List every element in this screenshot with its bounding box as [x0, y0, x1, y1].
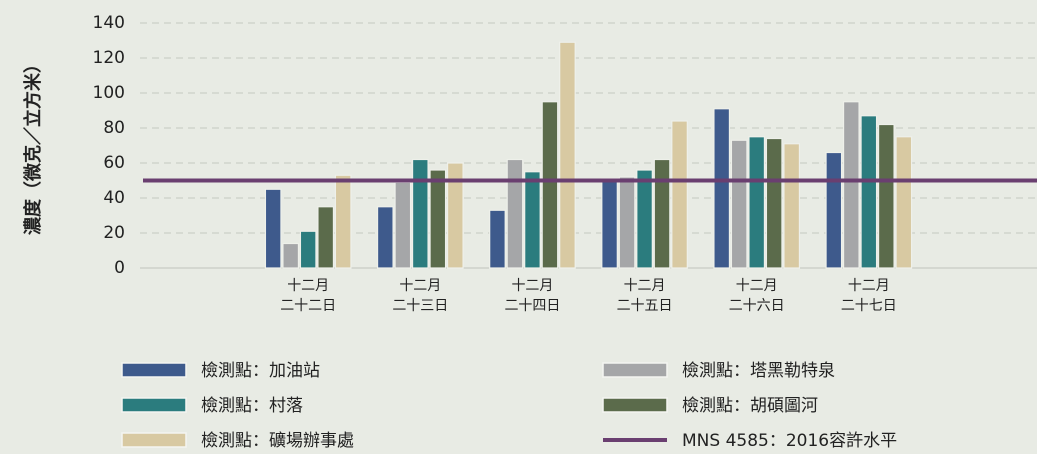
bar — [860, 115, 878, 269]
y-tick-label: 120 — [93, 48, 125, 68]
legend-swatch — [121, 432, 187, 448]
x-tick-label: 十二月二十三日 — [392, 278, 448, 314]
bar — [713, 108, 731, 269]
bar — [376, 206, 394, 269]
bar — [489, 209, 506, 269]
y-tick-label: 140 — [93, 13, 125, 33]
legend-swatch — [121, 362, 187, 378]
y-tick-label: 100 — [93, 83, 125, 103]
bar — [877, 123, 895, 269]
legend-label: 檢測點：加油站 — [201, 361, 320, 381]
bar — [730, 139, 748, 269]
legend-swatch — [602, 397, 668, 413]
bar — [411, 158, 429, 269]
bar — [559, 41, 576, 269]
bar — [618, 176, 636, 269]
legend-label: 檢測點：塔黑勒特泉 — [682, 361, 835, 381]
bar — [783, 143, 801, 269]
x-tick-label: 十二月二十五日 — [617, 278, 673, 314]
bar — [264, 188, 282, 269]
bar — [601, 178, 618, 269]
x-tick-label: 十二月二十六日 — [729, 278, 785, 314]
legend-label: MNS 4585：2016容許水平 — [682, 431, 897, 450]
y-tick-label: 40 — [103, 188, 125, 208]
x-tick-label: 十二月二十四日 — [504, 278, 560, 314]
legend-label: 檢測點：村落 — [201, 396, 303, 416]
bar — [429, 169, 447, 269]
legend-swatch — [121, 397, 187, 413]
bar — [748, 136, 766, 269]
y-axis-label: 濃度（微克／立方米） — [22, 55, 44, 235]
bar — [825, 151, 843, 269]
y-tick-label: 60 — [103, 153, 125, 173]
bar — [653, 158, 671, 269]
legend-swatch — [602, 362, 668, 378]
bar — [334, 174, 352, 269]
x-tick-label: 十二月二十二日 — [280, 278, 336, 314]
y-tick-label: 20 — [103, 223, 125, 243]
bar — [842, 101, 860, 269]
bar — [506, 158, 524, 269]
y-tick-label: 0 — [114, 258, 125, 278]
legend-label: 檢測點：礦場辦事處 — [201, 431, 354, 450]
bar — [446, 162, 464, 269]
x-tick-label: 十二月二十七日 — [841, 278, 897, 314]
bar — [636, 169, 653, 269]
bar — [895, 136, 913, 269]
bar — [282, 242, 300, 269]
bar — [317, 206, 335, 269]
bar — [541, 101, 559, 269]
bar — [394, 181, 412, 269]
bar — [671, 120, 688, 269]
legend-label: 檢測點：胡碩圖河 — [682, 396, 818, 416]
y-tick-label: 80 — [103, 118, 125, 138]
bar — [299, 230, 317, 269]
bar — [765, 137, 783, 269]
bar — [524, 171, 541, 269]
